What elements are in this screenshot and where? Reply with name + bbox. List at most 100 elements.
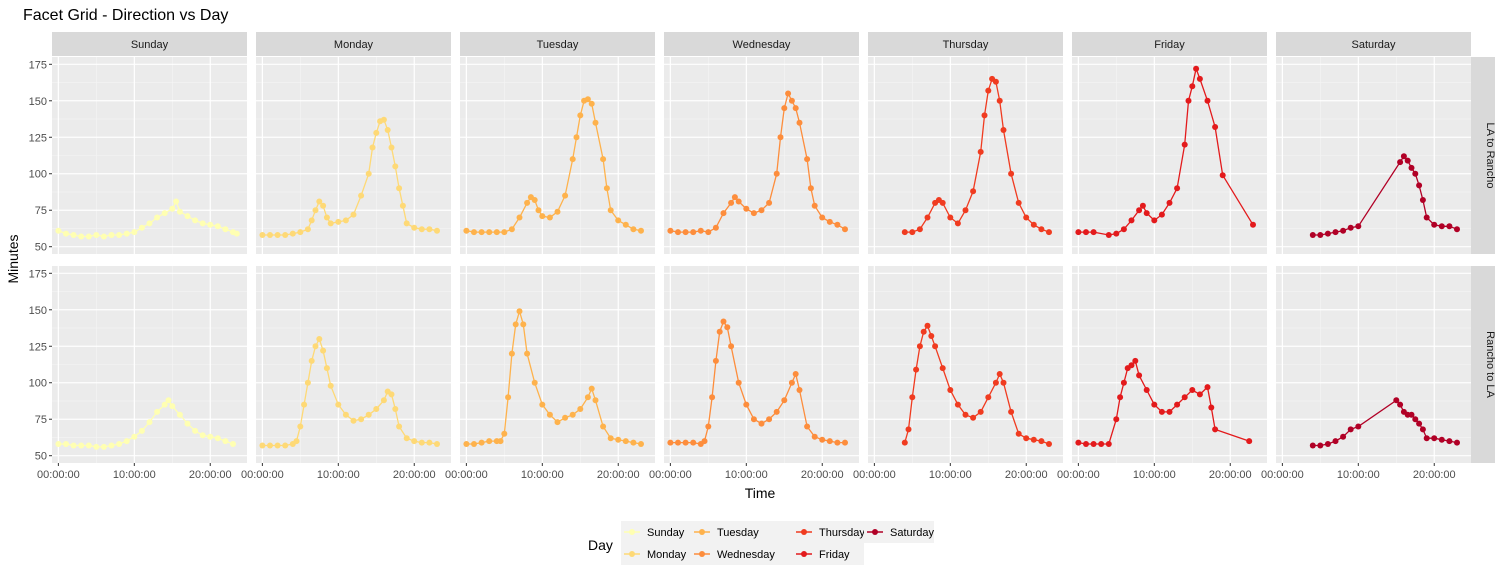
data-point xyxy=(259,232,266,238)
legend-key-bg xyxy=(793,543,864,565)
data-point xyxy=(316,198,323,205)
strip-bg xyxy=(868,32,1063,56)
series-thursday-la-to-rancho xyxy=(901,75,1052,236)
strip-monday: Monday xyxy=(256,32,451,56)
y-tick-label: 100 xyxy=(29,169,47,181)
data-point xyxy=(342,217,349,224)
legend-item-friday: Friday xyxy=(793,543,864,565)
data-point xyxy=(962,411,969,418)
data-point xyxy=(766,199,773,206)
data-point xyxy=(524,350,531,357)
data-point xyxy=(1151,401,1158,408)
x-tick-label: 20:00:00 xyxy=(393,469,436,481)
data-point xyxy=(1158,408,1165,415)
panel-la-to-rancho-saturday xyxy=(1276,57,1471,254)
data-point xyxy=(758,207,765,214)
data-point xyxy=(323,365,330,372)
data-point xyxy=(947,387,954,393)
x-tick-label: 20:00:00 xyxy=(597,469,640,481)
data-point xyxy=(569,156,576,163)
data-point xyxy=(682,439,689,446)
data-point xyxy=(531,379,538,386)
chart-title: Facet Grid - Direction vs Day xyxy=(23,7,228,24)
data-point xyxy=(1416,182,1423,189)
data-point xyxy=(1015,199,1022,206)
data-point xyxy=(512,321,519,328)
data-point xyxy=(312,343,319,350)
data-point xyxy=(539,401,546,408)
strip-bg xyxy=(1072,32,1267,56)
data-point xyxy=(1309,232,1316,238)
y-tick-label: 75 xyxy=(35,414,47,426)
data-point xyxy=(1174,401,1181,408)
data-point xyxy=(909,229,916,236)
data-point xyxy=(1446,223,1453,230)
legend-item-thursday: Thursday xyxy=(793,521,865,543)
x-axis-title: Time xyxy=(745,485,776,501)
data-point xyxy=(743,401,750,408)
data-point xyxy=(622,438,629,445)
x-tick-label: 10:00:00 xyxy=(725,469,768,481)
x-tick-label: 00:00:00 xyxy=(1261,469,1304,481)
legend-label: Thursday xyxy=(819,527,865,539)
data-point xyxy=(728,343,735,350)
y-tick-label: 50 xyxy=(35,242,47,254)
x-tick-label: 10:00:00 xyxy=(1337,469,1380,481)
data-point xyxy=(323,214,330,221)
data-point xyxy=(785,90,792,97)
data-point xyxy=(939,199,946,206)
data-point xyxy=(93,443,100,450)
data-point xyxy=(1046,229,1052,236)
data-point xyxy=(804,156,811,163)
panel-la-to-rancho-monday xyxy=(256,57,451,254)
data-point xyxy=(399,202,406,209)
data-point xyxy=(297,229,304,236)
data-point xyxy=(796,387,803,393)
row-strip-label: Rancho to LA xyxy=(1484,331,1496,398)
legend-key-point xyxy=(872,529,878,535)
legend-label: Saturday xyxy=(890,527,935,539)
data-point xyxy=(1120,226,1127,233)
data-point xyxy=(630,226,637,233)
data-point xyxy=(804,423,811,430)
data-point xyxy=(392,163,399,170)
data-point xyxy=(1113,230,1120,237)
data-point xyxy=(981,112,988,119)
data-point xyxy=(1023,435,1030,442)
row-strip-la-to-rancho: LA to Rancho xyxy=(1471,57,1496,254)
panel-rancho-to-la-wednesday: 00:00:00 10:00:00 20:00:00 xyxy=(649,266,859,481)
data-point xyxy=(1151,217,1158,224)
data-point xyxy=(1397,401,1404,408)
data-point xyxy=(274,232,281,238)
data-point xyxy=(1423,435,1430,442)
strip-bg xyxy=(664,32,859,56)
data-point xyxy=(901,439,908,446)
row-strip-bg xyxy=(1471,266,1495,463)
data-point xyxy=(811,433,818,440)
data-point xyxy=(724,324,731,331)
data-point xyxy=(1000,379,1007,386)
series-friday-rancho-to-la xyxy=(1075,357,1253,447)
data-point xyxy=(1193,65,1200,72)
data-point xyxy=(396,185,403,192)
panel-rancho-to-la-tuesday: 00:00:00 10:00:00 20:00:00 xyxy=(445,266,655,481)
data-point xyxy=(1185,97,1192,104)
data-point xyxy=(1324,441,1331,447)
data-point xyxy=(584,96,591,103)
data-point xyxy=(365,170,372,177)
data-point xyxy=(497,438,504,445)
data-point xyxy=(335,218,342,225)
data-point xyxy=(1196,391,1203,398)
data-point xyxy=(773,170,780,177)
data-point xyxy=(1143,387,1150,393)
data-point xyxy=(403,220,410,227)
data-point xyxy=(1419,426,1426,433)
data-point xyxy=(1423,214,1430,221)
data-point xyxy=(350,211,357,218)
data-point xyxy=(1204,384,1211,391)
data-point xyxy=(1038,226,1045,233)
data-point xyxy=(913,366,920,373)
data-point xyxy=(1212,426,1219,433)
data-point xyxy=(388,144,395,151)
strip-label: Sunday xyxy=(131,39,169,51)
